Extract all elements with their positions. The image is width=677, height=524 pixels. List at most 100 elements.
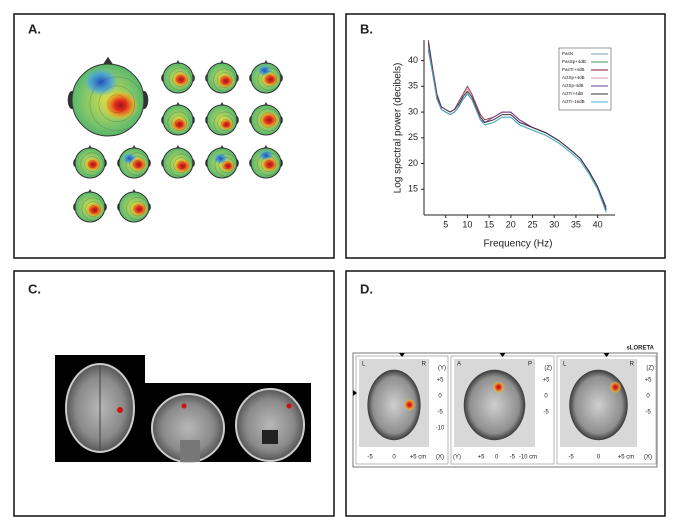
corner-label: R [630,362,635,368]
mri-ventricle [262,430,278,444]
v-tick-label: +5 [437,378,445,384]
x-tick-label: 35 [571,219,581,229]
contour [260,112,276,128]
contour [81,197,105,221]
source-dot [181,403,187,409]
h-tick-label: -5 [367,455,373,461]
y-tick-label: 40 [408,55,418,65]
contour [98,85,136,122]
contour [85,201,101,217]
contour [176,75,185,84]
y-tick-label: 20 [408,158,418,168]
x-tick-label: 10 [462,219,472,229]
v-tick-label: +5 [645,378,653,384]
hot-spot [170,116,189,133]
contour [257,152,281,176]
marker [353,390,357,396]
nose [102,56,114,65]
contour [89,76,145,131]
contour [129,200,146,217]
loreta-views: L R (Y) +5 0 -5 -10 (X) -5 0 +5 cm A P (Z) +5 0 -5 (Y) +5 0… [353,353,657,465]
x-tick-label: 15 [484,219,494,229]
corner-label: P [528,362,532,368]
hot-spot [261,71,280,88]
v-tick-label: 0 [646,394,650,400]
panel-label: D. [360,281,373,296]
loreta-title: sLORETA [626,346,654,352]
contour [80,152,104,176]
activation [403,398,416,411]
hot-spot [102,90,139,121]
contour [172,71,188,87]
h-tick-label: 0 [495,455,499,461]
h-tick-label: +5 [478,455,486,461]
panel-a-frame [13,13,335,259]
contour [256,108,280,132]
panel-frames [13,13,666,517]
legend-label: ActTr-16dB [562,99,585,104]
hot-spot [172,71,190,88]
v-tick-label: -5 [543,410,549,416]
brain [463,369,526,441]
source-dot [117,407,123,413]
contour [107,94,127,113]
corner-label: A [457,362,461,368]
y-tick-label: 25 [408,132,418,142]
corner-label: L [362,362,366,368]
h-tick-label: -10 cm [519,455,537,461]
v-tick-label: 0 [438,394,442,400]
contour [218,157,234,173]
contour [220,76,229,85]
x-tick-label: 30 [549,219,559,229]
hot-spot [220,159,236,173]
contour [84,156,100,172]
contour [257,67,281,91]
contour [213,68,237,92]
panel-label: A. [28,21,41,36]
series-line [427,42,607,211]
v-tick-label: -5 [437,410,443,416]
legend-label: PasN [562,51,573,56]
mri-coronal [235,388,305,462]
axis-name: (Y) [438,366,446,372]
marker [499,353,506,357]
hot-spot [85,202,104,218]
contour [169,153,193,177]
hot-spot [260,156,279,173]
axis-name: (X) [644,455,652,461]
hot-spot [219,118,234,131]
contour [175,119,184,128]
topomaps [67,56,283,223]
y-tick-label: 30 [408,106,418,116]
marker [399,353,405,357]
series-line [427,47,607,213]
h-tick-label: -5 [510,455,516,461]
contour [167,111,191,135]
brain [569,369,628,441]
contour [221,119,230,128]
contour [264,160,273,169]
v-tick-label: -10 [436,426,445,432]
activation [492,381,505,394]
contour [214,153,238,177]
x-axis-label: Frequency (Hz) [484,239,553,250]
x-tick-label: 5 [443,219,448,229]
h-tick-label: 0 [392,455,396,461]
h-tick-label: +5 cm [410,455,427,461]
h-tick-label: +5 cm [618,455,635,461]
v-tick-label: 0 [544,394,548,400]
contour [222,161,231,170]
y-axis-label: Log spectral power (decibels) [393,63,404,194]
spectrum-chart: Frequency (Hz) Log spectral power (decib… [393,39,615,250]
mri-panel [55,355,311,463]
hot-spot [84,157,102,172]
legend-label: ActSp-4dB [562,83,584,88]
v-tick-label: +5 [543,378,551,384]
h-tick-label: -5 [568,455,574,461]
contour [125,152,149,176]
contour [264,116,273,124]
contour [133,204,142,213]
mri-neck [180,440,200,462]
legend-label: PasSp+4dB [562,59,586,64]
